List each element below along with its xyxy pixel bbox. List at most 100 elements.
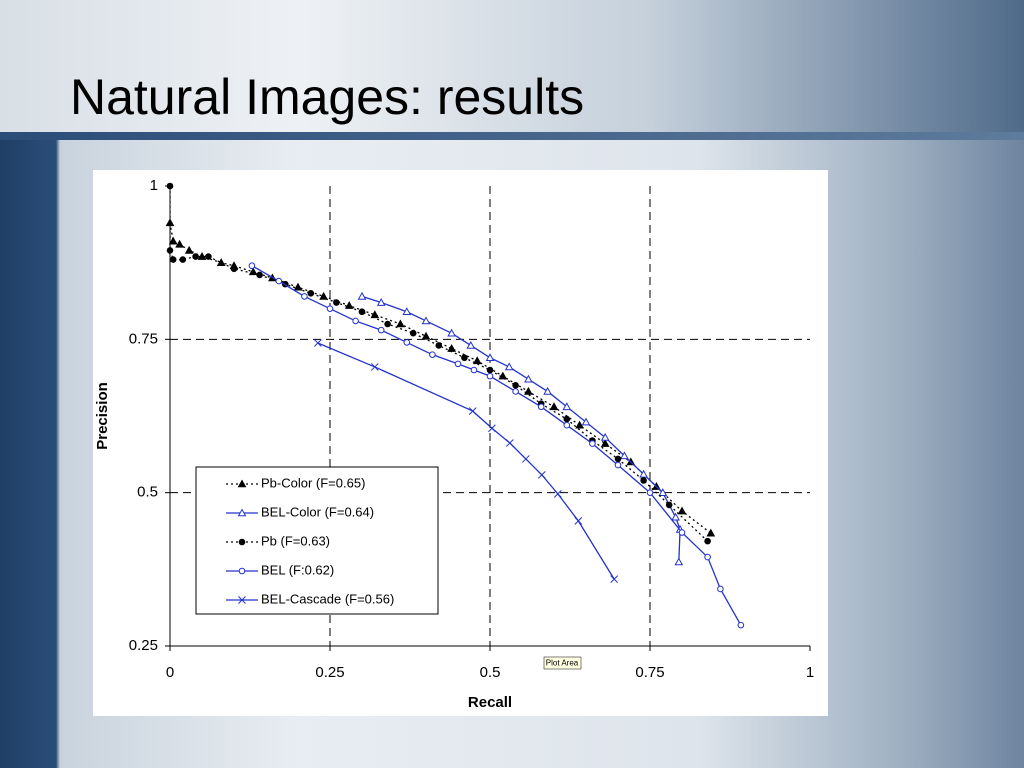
y-tick-label: 0.75 [129, 330, 158, 347]
x-tick-label: 0 [166, 664, 174, 681]
marker [678, 529, 686, 536]
marker [313, 339, 322, 347]
marker [620, 451, 629, 460]
marker [238, 596, 246, 604]
y-tick-label: 0.5 [137, 484, 158, 501]
marker [370, 310, 380, 319]
legend-label: BEL-Color (F=0.64) [261, 504, 374, 519]
marker [421, 331, 431, 340]
chart-area [93, 170, 828, 716]
marker [238, 567, 246, 575]
marker [357, 291, 367, 300]
marker [184, 245, 194, 254]
marker [275, 277, 283, 285]
marker [230, 265, 238, 273]
marker [504, 362, 514, 371]
y-tick-label: 1 [150, 177, 158, 194]
marker [553, 490, 562, 498]
marker [600, 432, 610, 441]
marker [466, 340, 476, 349]
marker [574, 517, 583, 525]
marker [674, 557, 684, 566]
marker [505, 439, 514, 447]
marker [524, 374, 533, 383]
marker [435, 342, 443, 349]
marker [498, 371, 508, 380]
marker [403, 339, 411, 346]
marker [421, 316, 431, 325]
marker [307, 290, 315, 297]
legend-label: BEL (F:0.62) [261, 562, 334, 577]
marker [614, 455, 622, 463]
marker [470, 366, 478, 374]
title-rule [0, 132, 1024, 140]
marker [384, 320, 391, 328]
marker [717, 585, 724, 593]
marker [237, 508, 247, 517]
y-axis-title: Precision [94, 382, 111, 450]
legend-label: Pb-Color (F=0.65) [261, 475, 365, 490]
marker [543, 386, 552, 395]
series-line [317, 342, 615, 580]
marker [166, 247, 174, 254]
marker [486, 372, 494, 380]
marker [563, 421, 571, 429]
marker [639, 469, 648, 478]
x-tick-label: 0.25 [315, 664, 344, 681]
marker [472, 356, 482, 365]
marker [563, 415, 571, 423]
marker [402, 307, 412, 316]
marker [370, 363, 379, 371]
marker [737, 621, 745, 629]
marker [485, 353, 495, 362]
marker [396, 319, 405, 328]
marker [537, 471, 546, 479]
marker [179, 256, 187, 263]
slide-title: Natural Images: results [70, 69, 585, 125]
marker [166, 182, 174, 190]
marker [454, 360, 462, 368]
marker [468, 407, 477, 415]
annotation-box [543, 656, 582, 670]
x-tick-label: 0.75 [635, 664, 664, 681]
marker [665, 501, 673, 509]
marker [486, 366, 494, 374]
marker [581, 417, 591, 426]
marker [326, 305, 334, 312]
marker [610, 575, 619, 584]
marker [549, 402, 559, 411]
marker [658, 488, 668, 496]
y-tick-label: 0.25 [129, 637, 158, 654]
marker [175, 239, 184, 248]
marker [238, 538, 246, 546]
legend-label: BEL-Cascade (F=0.56) [261, 591, 394, 606]
marker [704, 537, 711, 545]
marker [589, 440, 596, 447]
marker [447, 328, 456, 337]
marker [293, 282, 303, 291]
marker [461, 354, 468, 362]
annotation-text: Plot Area [546, 659, 579, 668]
marker [256, 271, 263, 279]
marker [358, 308, 366, 316]
marker [706, 528, 716, 537]
marker [409, 329, 417, 337]
marker [512, 388, 519, 395]
marker [429, 351, 436, 358]
marker [192, 253, 199, 260]
marker [521, 455, 530, 463]
legend-box [195, 466, 439, 615]
marker [614, 461, 622, 469]
annotation: Plot Area [543, 656, 582, 670]
x-tick-label: 0.5 [480, 664, 501, 681]
title-band [0, 0, 1024, 136]
marker [248, 262, 256, 270]
marker [704, 553, 711, 561]
marker [205, 253, 212, 260]
marker [575, 420, 584, 429]
marker [600, 439, 610, 447]
legend-label: Pb (F=0.63) [261, 533, 330, 548]
marker [377, 326, 385, 334]
